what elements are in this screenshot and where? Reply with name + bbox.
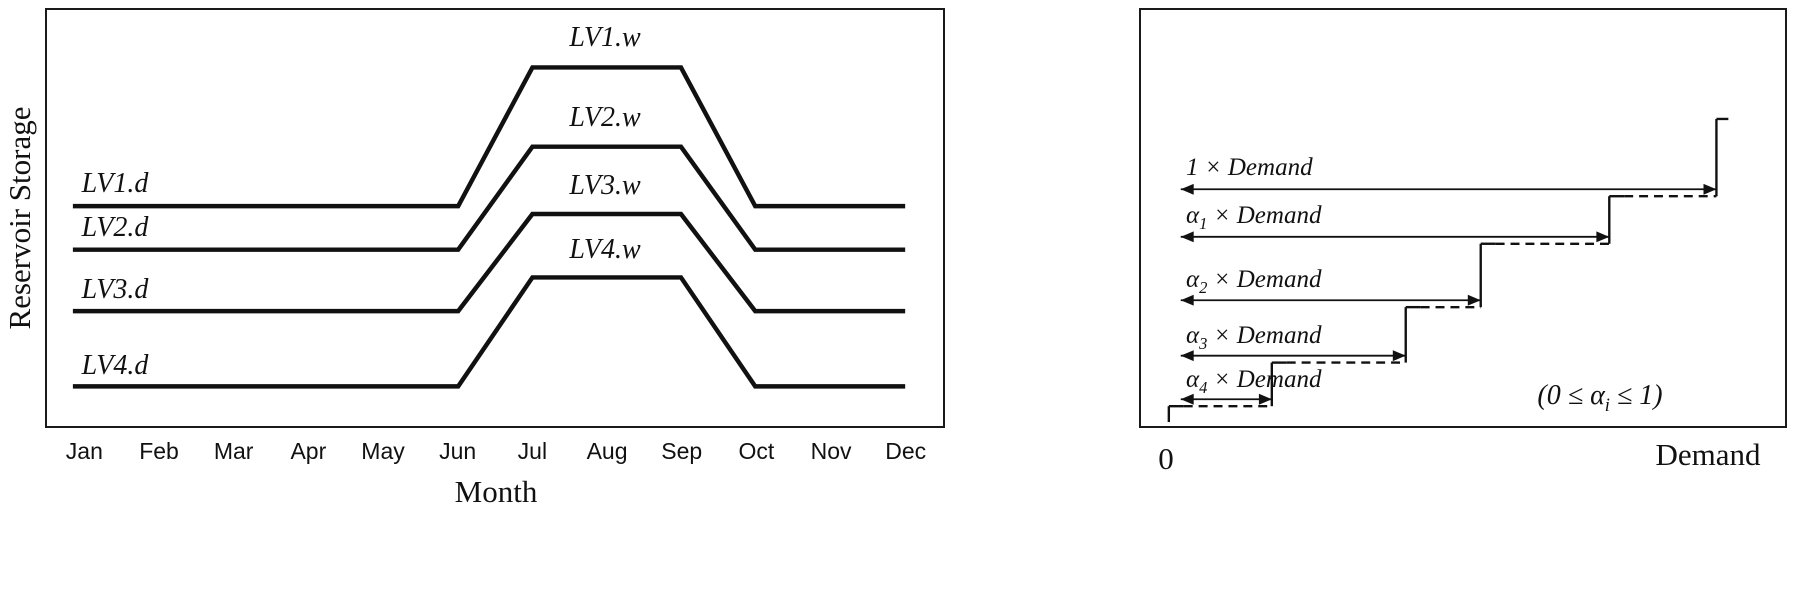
month-axis-label: Month <box>454 474 538 509</box>
month-tick: Sep <box>661 438 703 464</box>
lv2-wet-label: LV2.w <box>569 102 641 133</box>
month-tick: Aug <box>586 438 628 464</box>
month-tick: Dec <box>885 438 927 464</box>
demand-arrow-label-1x: 1 × Demand <box>1186 154 1313 181</box>
lv4-dry-label: LV4.d <box>81 350 149 381</box>
month-tick: Apr <box>290 438 327 464</box>
month-tick: Jun <box>439 438 477 464</box>
month-tick: Nov <box>810 438 852 464</box>
demand-arrow-label-alpha2: α2 × Demand <box>1186 266 1322 297</box>
reservoir-storage-axis-label: Reservoir Storage <box>2 106 37 330</box>
month-tick: Mar <box>213 438 254 464</box>
origin-zero-label: 0 <box>1158 441 1174 476</box>
demand-arrow-label-alpha1: α1 × Demand <box>1186 202 1322 233</box>
rule-curve-plot <box>72 65 906 389</box>
lv3-dry-label: LV3.d <box>81 274 149 305</box>
month-tick: Feb <box>139 438 179 464</box>
demand-arrow-label-alpha3: α3 × Demand <box>1186 322 1322 353</box>
lv2-dry-label: LV2.d <box>81 212 149 243</box>
demand-axis-label: Demand <box>1655 437 1761 472</box>
lv1-wet-label: LV1.w <box>569 22 641 53</box>
storage-rule-curve-panel <box>45 8 945 428</box>
month-axis-ticks: Jan Feb Mar Apr May Jun Jul Aug Sep Oct … <box>47 438 943 465</box>
lv3-wet-label: LV3.w <box>569 170 641 201</box>
lv4-wet-label: LV4.w <box>569 234 641 265</box>
month-tick: Jul <box>517 438 548 464</box>
lv1-dry-label: LV1.d <box>81 168 149 199</box>
month-tick: May <box>361 438 405 464</box>
demand-staircase-panel <box>1139 8 1787 428</box>
month-tick: Jan <box>65 438 103 464</box>
demand-arrow-label-alpha4: α4 × Demand <box>1186 366 1322 397</box>
demand-staircase-plot <box>1167 117 1729 423</box>
alpha-constraint-note: (0 ≤ αi ≤ 1) <box>1537 380 1663 415</box>
month-tick: Oct <box>738 438 775 464</box>
